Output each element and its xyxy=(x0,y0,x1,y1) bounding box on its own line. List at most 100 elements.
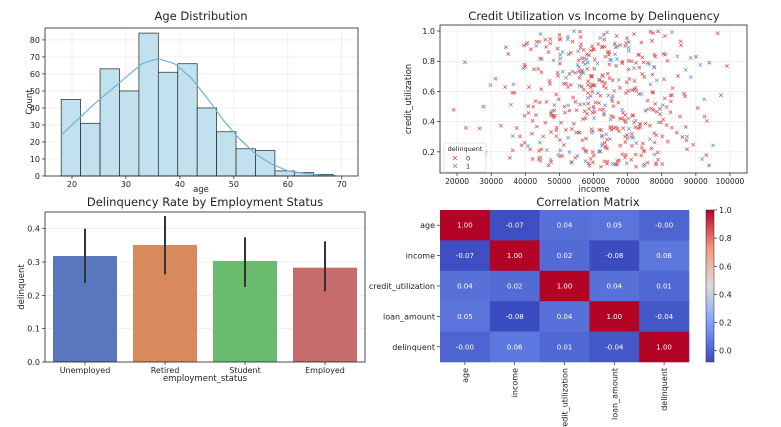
scatter-point xyxy=(661,51,666,56)
scatter-point xyxy=(724,64,729,68)
scatter-ytick-label: 0.4 xyxy=(422,118,435,127)
scatter-point xyxy=(586,91,590,96)
scatter-point xyxy=(548,157,553,162)
scatter-point xyxy=(603,80,608,85)
scatter-point xyxy=(637,65,642,70)
histogram-panel: 20 30 40 50 60 70 0 10 20 30 40 50 60 70 80 Age Distri… xyxy=(25,9,359,195)
histogram-ylabel: Count xyxy=(25,89,35,115)
heatmap-col-label: delinquent xyxy=(660,368,669,411)
scatter-point xyxy=(660,103,665,108)
scatter-point xyxy=(605,162,609,166)
scatter-point xyxy=(648,82,653,87)
scatter-xtick-label: 100000 xyxy=(716,177,745,186)
scatter-point xyxy=(610,99,615,104)
scatter-point xyxy=(577,75,582,80)
scatter-point xyxy=(533,99,538,104)
scatter-point xyxy=(569,160,574,165)
scatter-point xyxy=(625,36,630,41)
heatmap-cell xyxy=(589,240,640,272)
scatter-point xyxy=(639,153,644,158)
histogram-xtick-label: 50 xyxy=(229,180,239,189)
scatter-point xyxy=(665,139,670,144)
scatter-point xyxy=(620,116,625,121)
legend-marker-0 xyxy=(452,155,458,161)
scatter-point xyxy=(649,106,654,111)
scatter-point xyxy=(624,40,628,45)
scatter-point xyxy=(567,150,572,154)
scatter-point xyxy=(488,83,493,88)
scatter-point xyxy=(684,134,689,139)
scatter-point xyxy=(566,103,571,108)
scatter-xtick-label: 40000 xyxy=(513,177,537,186)
heatmap-cells: 1.00 -0.07 0.04 0.05 -0.00 -0.07 1.00 0.02 -0.08… xyxy=(440,210,690,363)
heatmap-cell xyxy=(539,210,590,241)
bar-ylabel: delinquent xyxy=(17,264,27,310)
scatter-point xyxy=(658,112,663,117)
scatter-ytick-label: 0.6 xyxy=(422,87,435,96)
scatter-point xyxy=(548,37,553,42)
scatter-point xyxy=(651,90,656,95)
scatter-point xyxy=(541,134,546,139)
scatter-point xyxy=(633,152,638,157)
scatter-point xyxy=(526,110,531,115)
scatter-point xyxy=(549,113,554,118)
scatter-point xyxy=(593,100,598,105)
scatter-point xyxy=(660,162,665,167)
bar-ytick-label: 0.3 xyxy=(27,258,40,267)
heatmap-cell-label: 1.00 xyxy=(457,222,473,230)
scatter-point xyxy=(599,128,604,133)
scatter-point xyxy=(606,53,611,57)
scatter-point xyxy=(679,43,684,48)
scatter-point xyxy=(652,140,657,145)
scatter-point xyxy=(581,71,586,75)
scatter-point xyxy=(610,78,615,83)
scatter-point xyxy=(549,130,554,134)
scatter-point xyxy=(688,75,693,80)
heatmap-cell-label: 0.04 xyxy=(607,283,623,291)
scatter-point xyxy=(605,50,610,55)
scatter-point xyxy=(675,54,680,59)
scatter-point xyxy=(536,66,541,71)
histogram-xtick-label: 60 xyxy=(283,180,293,189)
scatter-point xyxy=(615,57,620,62)
scatter-xtick-label: 90000 xyxy=(684,177,708,186)
scatter-point xyxy=(591,106,596,111)
heatmap-cell xyxy=(589,210,640,241)
heatmap-row-label: age xyxy=(420,221,435,230)
scatter-point xyxy=(569,127,574,131)
scatter-point xyxy=(642,148,647,153)
histogram-bar xyxy=(177,63,198,177)
scatter-point xyxy=(603,103,608,108)
legend-label-1: 1 xyxy=(466,163,470,171)
scatter-ytick-label: 1.0 xyxy=(422,27,435,36)
scatter-point xyxy=(600,144,605,149)
colorbar-tick-label: 0.8 xyxy=(719,234,732,243)
bar-ytick-label: 0.1 xyxy=(27,325,40,334)
scatter-point xyxy=(626,116,631,121)
histogram-bar xyxy=(60,99,81,177)
scatter-point xyxy=(587,53,592,58)
scatter-point xyxy=(556,153,561,157)
scatter-point xyxy=(651,65,656,70)
scatter-point xyxy=(640,141,645,146)
scatter-point xyxy=(637,121,642,126)
scatter-point xyxy=(563,127,568,132)
scatter-point xyxy=(584,57,589,62)
scatter-point xyxy=(554,125,559,130)
scatter-point xyxy=(584,136,588,141)
scatter-point xyxy=(669,125,674,130)
histogram-bar xyxy=(235,148,256,177)
scatter-point xyxy=(579,84,584,89)
histogram-xlabel: age xyxy=(193,185,209,195)
scatter-point xyxy=(616,100,621,105)
scatter-point xyxy=(611,104,616,109)
scatter-point xyxy=(557,32,562,37)
heatmap-cell xyxy=(589,331,640,363)
histogram-xtick-label: 70 xyxy=(337,180,347,189)
heatmap-cell xyxy=(440,240,491,272)
scatter-point xyxy=(537,100,542,105)
heatmap-cell-label: -0.08 xyxy=(506,313,524,321)
scatter-point xyxy=(617,129,621,134)
scatter-point xyxy=(602,44,607,49)
scatter-point xyxy=(554,134,559,139)
